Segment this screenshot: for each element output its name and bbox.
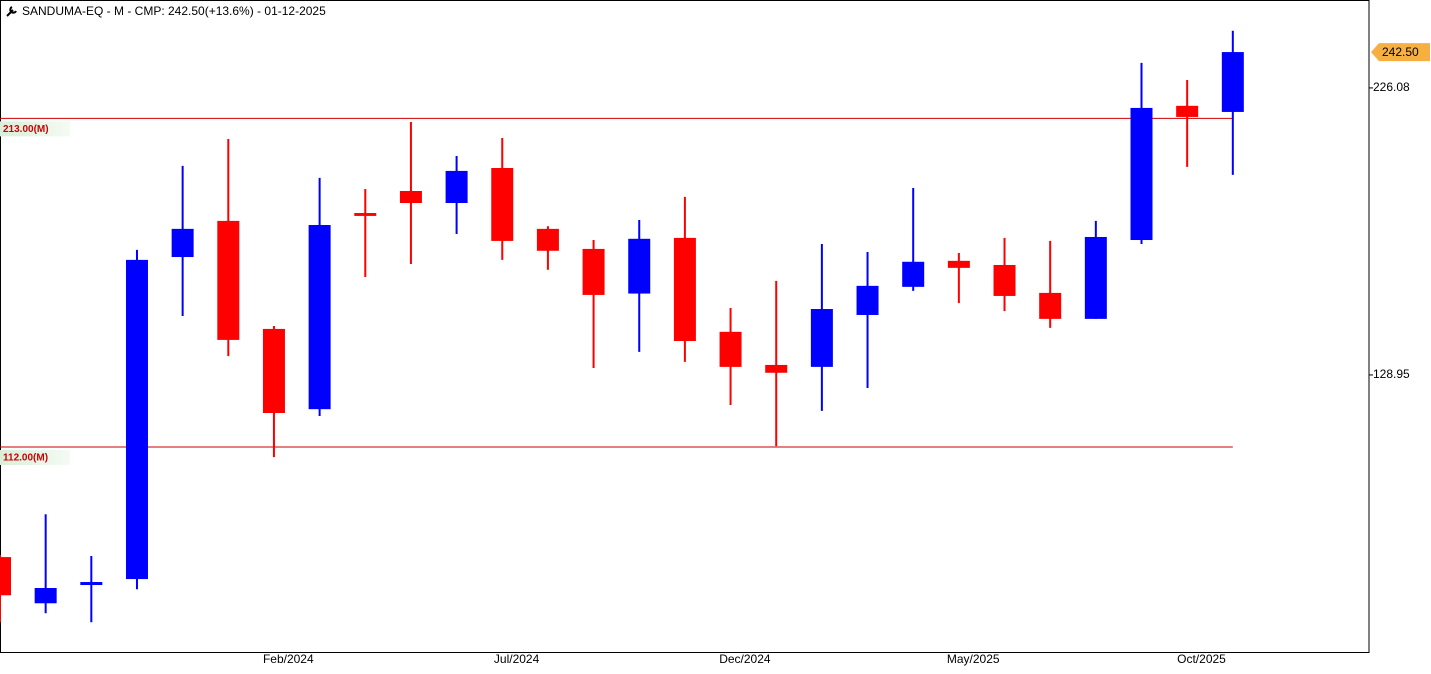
candle-body [810,309,833,367]
y-tick-label: 128.95 [1373,367,1410,381]
candle-body [217,220,240,340]
last-price-tag [1371,43,1430,62]
plot-area [0,30,1244,623]
level-label-bg [0,121,70,137]
candle-body [719,331,742,367]
candle-body [902,261,925,287]
candle-body [399,190,422,204]
level-label: 213.00(M) [3,124,49,135]
candle-body [354,213,377,216]
candle-body [582,248,605,295]
title-icon [6,6,17,17]
candle-body [947,260,970,268]
candle-body [993,264,1016,296]
candle-body [673,237,696,342]
candle-body [445,170,468,204]
candle-body [1084,236,1107,319]
y-tick-label: 226.08 [1373,80,1410,94]
candle-body [1039,292,1062,319]
candle-body [308,225,331,410]
level-label-bg [0,449,70,465]
candle-body [536,228,559,251]
candle-body [628,238,651,294]
x-tick-label: Dec/2024 [719,652,771,666]
candle-body [34,588,57,604]
candle-body [125,259,148,580]
candle-body [1130,107,1153,241]
level-label: 112.00(M) [3,453,48,464]
x-tick-label: May/2025 [947,652,1000,666]
candle-body [856,285,879,315]
candle-body [1221,52,1244,112]
x-tick-label: Jul/2024 [494,652,540,666]
candle-body [765,364,788,373]
x-tick-label: Oct/2025 [1177,652,1226,666]
chart-title: SANDUMA-EQ - M - CMP: 242.50(+13.6%) - 0… [22,4,326,18]
plot-frame [0,0,1370,653]
last-price-label: 242.50 [1382,45,1419,59]
x-tick-label: Feb/2024 [263,652,314,666]
candle-body [171,228,194,258]
candle-body [262,328,285,414]
candle-body [1176,105,1199,117]
candle-body [491,167,514,241]
candle-body [0,557,11,596]
candle-body [80,582,103,586]
